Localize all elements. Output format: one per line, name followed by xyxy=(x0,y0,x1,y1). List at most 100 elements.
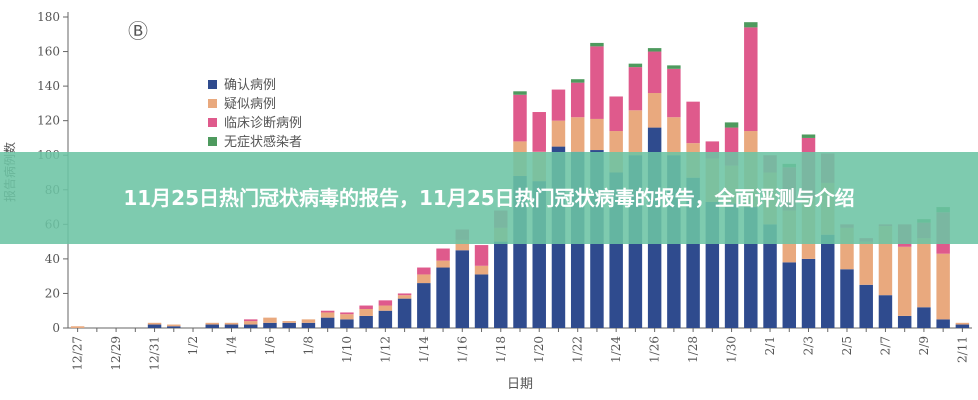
bar-segment xyxy=(340,314,354,320)
x-tick-label: 1/20 xyxy=(532,336,546,363)
bar-segment xyxy=(205,324,219,328)
bar-segment xyxy=(436,248,450,261)
bar-segment xyxy=(609,96,623,132)
bar-segment xyxy=(936,319,950,328)
bar-segment xyxy=(917,307,931,328)
x-tick-label: 1/30 xyxy=(725,336,739,363)
bar-segment xyxy=(436,267,450,328)
bar-segment xyxy=(243,319,258,322)
y-tick-label: 20 xyxy=(45,286,60,300)
bar-segment xyxy=(243,321,258,325)
x-tick-label: 1/28 xyxy=(686,336,700,363)
x-tick-label: 1/24 xyxy=(609,336,623,363)
bar-segment xyxy=(570,82,585,118)
bar-segment xyxy=(378,300,393,306)
legend-swatch xyxy=(208,118,217,127)
x-tick-label: 1/16 xyxy=(455,336,469,363)
bar-segment xyxy=(897,246,912,316)
legend-label: 无症状感染者 xyxy=(224,134,302,150)
bar-segment xyxy=(263,317,277,323)
x-tick-label: 1/18 xyxy=(494,336,508,363)
x-tick-label: 2/5 xyxy=(840,336,854,355)
bar-segment xyxy=(821,234,835,328)
y-tick-label: 160 xyxy=(37,45,60,59)
bar-segment xyxy=(320,310,335,313)
bar-segment xyxy=(147,322,162,325)
bar-segment xyxy=(320,312,335,318)
bar-segment xyxy=(628,110,643,156)
x-tick-label: 2/11 xyxy=(955,336,969,363)
x-tick-label: 1/8 xyxy=(301,336,315,355)
bar-segment xyxy=(513,91,527,95)
bar-segment xyxy=(628,63,643,68)
x-tick-label: 12/29 xyxy=(109,336,123,371)
x-tick-label: 1/22 xyxy=(571,336,585,363)
bar-segment xyxy=(320,317,335,328)
bar-segment xyxy=(397,293,412,296)
bar-segment xyxy=(686,101,700,144)
bar-segment xyxy=(859,241,873,285)
legend-label: 确认病例 xyxy=(224,78,276,93)
overlay-title: 11月25日热门冠状病毒的报告，11月25日热门冠状病毒的报告，全面评测与介绍 xyxy=(123,186,855,210)
x-tick-label: 12/27 xyxy=(71,336,85,371)
x-tick-label: 2/1 xyxy=(763,336,777,355)
annotation: Ⓑ xyxy=(128,19,148,43)
y-tick-label: 120 xyxy=(37,114,60,128)
x-tick-label: 1/2 xyxy=(186,336,200,355)
bar-segment xyxy=(378,305,393,311)
bar-segment xyxy=(243,324,258,328)
bar-segment xyxy=(417,283,431,328)
bar-segment xyxy=(359,315,373,328)
y-tick-label: 0 xyxy=(52,321,60,335)
bar-segment xyxy=(532,112,546,152)
bar-segment xyxy=(494,241,508,328)
bar-segment xyxy=(917,238,931,308)
x-tick-label: 12/31 xyxy=(148,336,162,371)
bar-segment xyxy=(340,319,354,328)
bar-segment xyxy=(801,134,816,138)
x-tick-label: 1/4 xyxy=(224,336,238,356)
bar-segment xyxy=(359,308,373,316)
bar-segment xyxy=(551,89,566,121)
x-tick-label: 1/14 xyxy=(417,336,431,363)
bar-segment xyxy=(647,93,662,128)
bar-segment xyxy=(801,258,816,328)
bar-segment xyxy=(301,319,316,323)
bar-segment xyxy=(667,117,681,156)
bar-segment xyxy=(936,253,950,320)
bar-segment xyxy=(955,324,970,328)
bar-segment xyxy=(859,284,873,328)
bar-segment xyxy=(167,326,181,328)
bar-segment xyxy=(590,42,604,47)
bar-segment xyxy=(301,322,316,328)
bar-segment xyxy=(282,322,296,328)
bar-segment xyxy=(647,48,662,52)
bar-segment xyxy=(782,262,797,328)
bar-segment xyxy=(551,120,566,147)
x-tick-label: 1/12 xyxy=(378,336,392,363)
bar-segment xyxy=(744,27,758,132)
bar-segment xyxy=(224,322,239,325)
bar-segment xyxy=(417,274,431,284)
x-tick-label: 2/7 xyxy=(878,336,892,355)
bar-segment xyxy=(474,245,489,266)
bar-segment xyxy=(628,67,643,111)
bar-segment xyxy=(147,324,162,328)
bar-segment xyxy=(397,295,412,299)
x-tick-label: 2/3 xyxy=(802,336,816,355)
bar-segment xyxy=(897,315,912,328)
bar-segment xyxy=(359,305,373,309)
bar-segment xyxy=(263,322,277,328)
bar-segment xyxy=(167,324,181,327)
bar-segment xyxy=(590,118,604,151)
bar-segment xyxy=(724,122,739,128)
x-tick-label: 1/10 xyxy=(340,336,354,363)
legend-swatch xyxy=(208,99,217,108)
bar-segment xyxy=(205,322,219,325)
x-tick-label: 2/9 xyxy=(917,336,931,355)
bar-segment xyxy=(744,22,758,28)
bar-segment xyxy=(513,94,527,142)
bar-segment xyxy=(474,265,489,275)
overlay-banner: 11月25日热门冠状病毒的报告，11月25日热门冠状病毒的报告，全面评测与介绍 xyxy=(0,152,978,244)
